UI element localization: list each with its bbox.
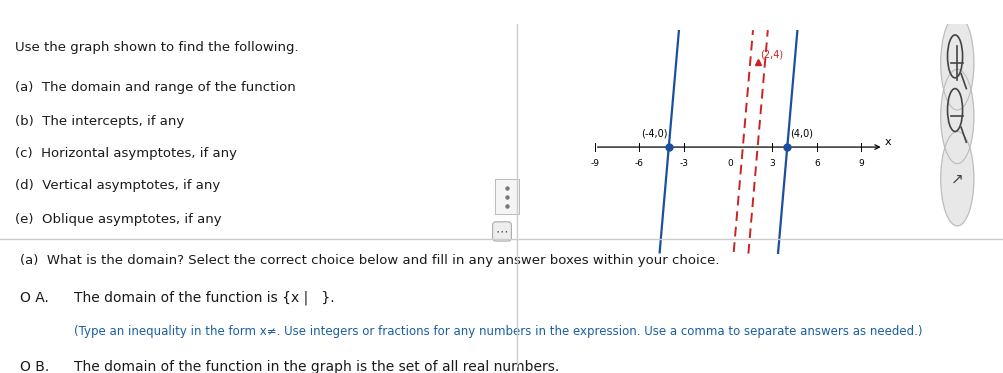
- Text: (2,4): (2,4): [759, 50, 782, 60]
- Text: -6: -6: [634, 159, 643, 168]
- Text: The domain of the function is {x |   }.: The domain of the function is {x | }.: [74, 291, 334, 305]
- Text: ⋯: ⋯: [495, 225, 508, 238]
- Text: (d)  Vertical asymptotes, if any: (d) Vertical asymptotes, if any: [15, 179, 220, 192]
- Text: (a)  The domain and range of the function: (a) The domain and range of the function: [15, 81, 296, 94]
- Text: The domain of the function in the graph is the set of all real numbers.: The domain of the function in the graph …: [74, 360, 559, 373]
- Text: O A.: O A.: [20, 291, 49, 305]
- Circle shape: [940, 132, 973, 226]
- Text: 6: 6: [813, 159, 818, 168]
- Text: -3: -3: [678, 159, 687, 168]
- Circle shape: [940, 16, 973, 110]
- Text: (b)  The intercepts, if any: (b) The intercepts, if any: [15, 115, 185, 128]
- Text: (c)  Horizontal asymptotes, if any: (c) Horizontal asymptotes, if any: [15, 147, 237, 160]
- Text: ↗: ↗: [950, 171, 963, 186]
- Text: x: x: [884, 137, 891, 147]
- Text: (e)  Oblique asymptotes, if any: (e) Oblique asymptotes, if any: [15, 213, 222, 226]
- Text: (-4,0): (-4,0): [640, 129, 667, 138]
- Circle shape: [940, 69, 973, 164]
- Text: 0: 0: [726, 159, 732, 168]
- Text: (4,0): (4,0): [789, 129, 812, 138]
- Text: -9: -9: [590, 159, 599, 168]
- Text: (Type an inequality in the form x≠. Use integers or fractions for any numbers in: (Type an inequality in the form x≠. Use …: [74, 325, 922, 338]
- Text: (a)  What is the domain? Select the correct choice below and fill in any answer : (a) What is the domain? Select the corre…: [20, 254, 719, 267]
- Text: 3: 3: [769, 159, 774, 168]
- Text: O B.: O B.: [20, 360, 49, 373]
- Text: Use the graph shown to find the following.: Use the graph shown to find the followin…: [15, 41, 298, 54]
- Text: 9: 9: [858, 159, 864, 168]
